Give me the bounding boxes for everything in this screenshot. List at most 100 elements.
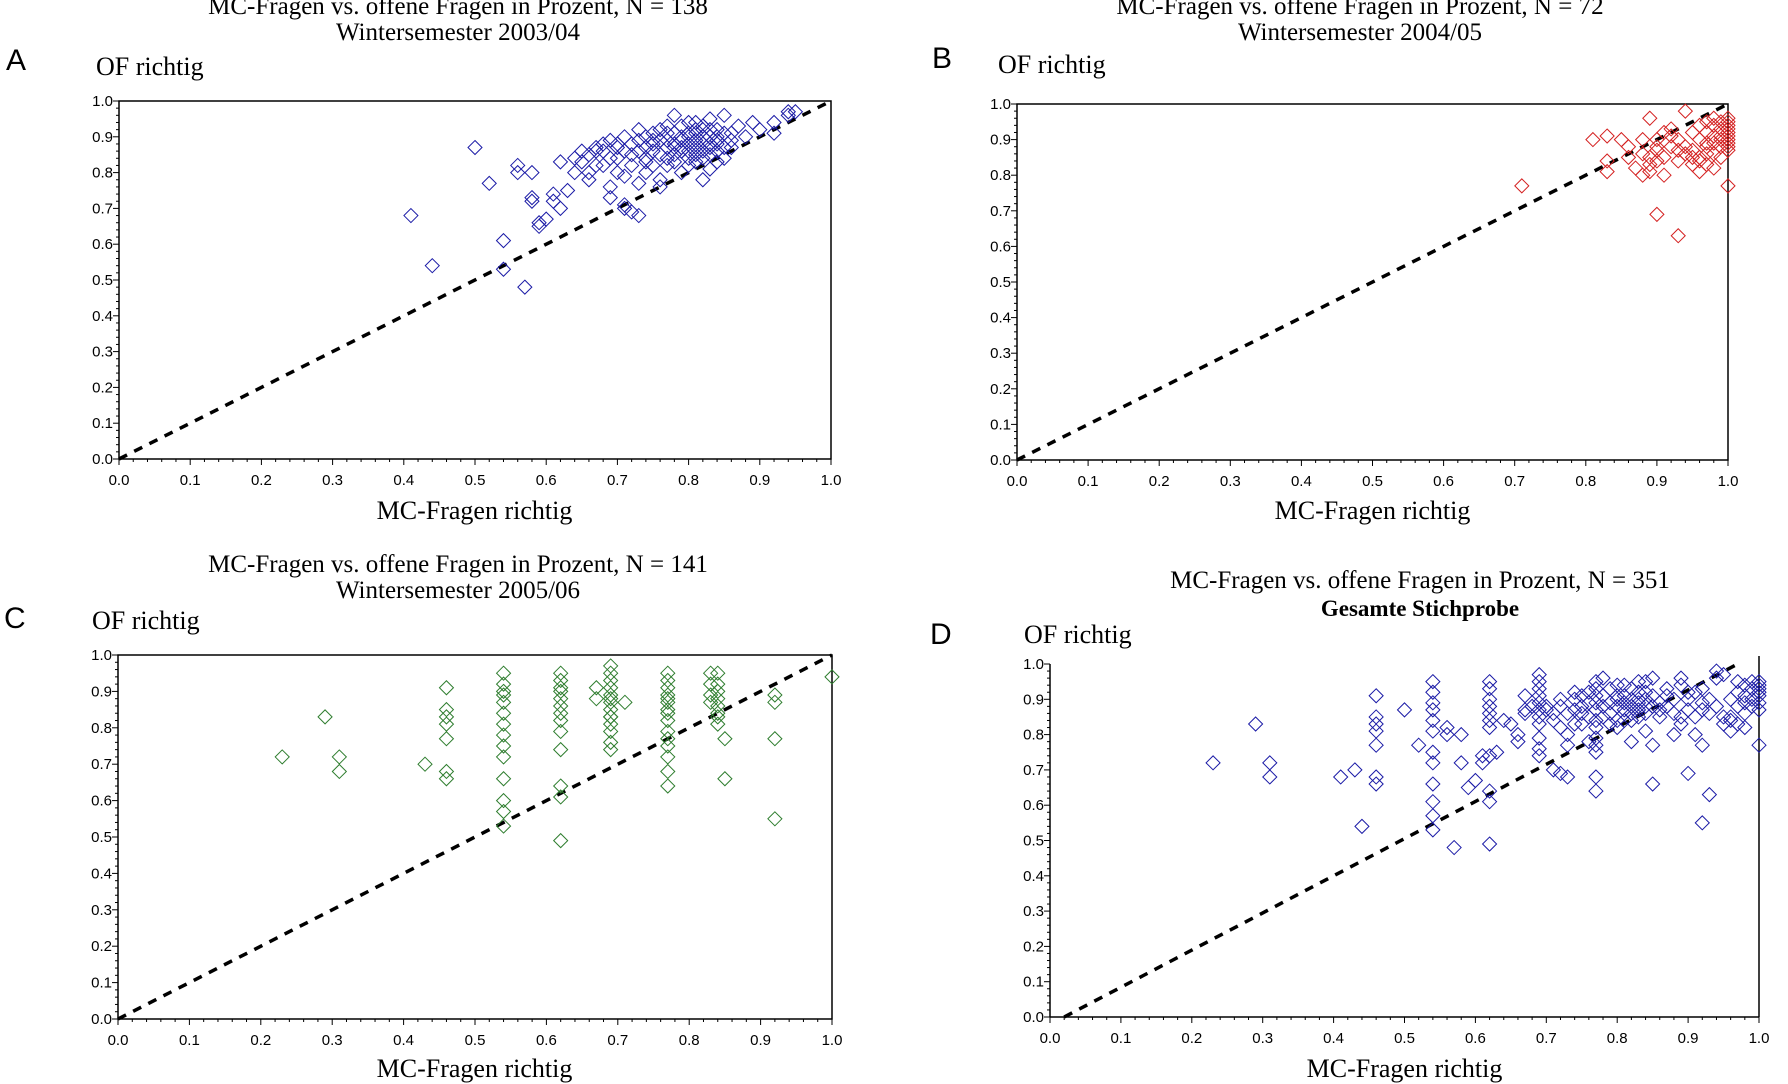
y-tick-label: 0.6 <box>1023 797 1044 814</box>
data-point <box>1737 719 1753 736</box>
data-point <box>1425 808 1441 824</box>
data-point <box>666 139 683 156</box>
data-point <box>609 136 626 152</box>
data-point <box>1531 741 1547 757</box>
y-tick-label: 0.6 <box>91 793 112 810</box>
data-point <box>495 818 512 834</box>
data-point <box>1425 702 1441 718</box>
data-point <box>1609 691 1625 708</box>
data-point <box>552 741 569 758</box>
data-point <box>1652 702 1668 718</box>
data-point <box>1691 117 1708 134</box>
x-tick-label: 0.4 <box>393 1032 414 1049</box>
data-point <box>552 705 569 721</box>
panel-c-title: MC-Fragen vs. offene Fragen in Prozent, … <box>208 551 708 578</box>
y-tick-label: 0.5 <box>91 829 112 846</box>
x-tick-label: 0.3 <box>1220 473 1241 490</box>
data-point <box>602 723 619 740</box>
data-point <box>417 756 433 772</box>
data-point <box>403 207 419 224</box>
data-point <box>688 154 704 170</box>
panel-b-letter: B <box>932 42 953 75</box>
data-point <box>638 154 654 170</box>
data-point <box>1262 755 1278 771</box>
y-tick-label: 1.0 <box>990 96 1011 113</box>
data-point <box>566 164 583 181</box>
data-point <box>1552 719 1569 736</box>
data-point <box>673 118 690 134</box>
x-tick-label: 1.0 <box>1718 473 1739 490</box>
data-point <box>1730 698 1746 715</box>
data-point <box>652 179 668 195</box>
data-point <box>1666 705 1682 722</box>
data-point <box>1247 716 1264 732</box>
x-tick-label: 0.4 <box>1323 1030 1344 1047</box>
data-point <box>1680 702 1696 718</box>
data-point <box>1595 670 1611 686</box>
data-point <box>495 803 512 820</box>
data-point <box>638 129 654 145</box>
x-tick-label: 0.9 <box>749 472 770 489</box>
panel-b-plot: 0.0 0.1 0.2 0.3 0.4 0.5 0.6 0.7 0.8 0.9 1.0 0.0 0.1 0… <box>990 96 1738 490</box>
data-point <box>495 665 512 681</box>
data-point <box>1510 733 1526 750</box>
y-tick-label: 0.1 <box>990 416 1011 433</box>
data-point <box>1677 139 1694 155</box>
data-point <box>1588 712 1604 729</box>
data-point <box>1663 128 1679 144</box>
data-point <box>1446 839 1462 856</box>
data-point <box>631 207 647 224</box>
data-point <box>1649 206 1665 223</box>
data-point <box>588 680 605 696</box>
panel-c-plot: 0.0 0.1 0.2 0.3 0.4 0.5 0.6 0.7 0.8 0.9 1.0 0.0 0.1 0… <box>91 647 842 1049</box>
x-tick-label: 0.6 <box>536 1032 557 1049</box>
data-point <box>659 150 675 166</box>
data-point <box>1698 114 1715 130</box>
data-point <box>716 150 732 166</box>
data-point <box>617 694 633 711</box>
data-point <box>552 200 569 217</box>
data-point <box>581 146 597 163</box>
data-point <box>660 738 676 754</box>
x-tick-label: 0.4 <box>1291 473 1312 490</box>
data-point <box>1574 688 1590 704</box>
data-point <box>602 132 618 149</box>
data-point <box>595 136 611 152</box>
x-tick-label: 0.5 <box>1362 473 1383 490</box>
data-point <box>1708 663 1725 679</box>
panel-c-ylabel: OF richtig <box>92 606 200 635</box>
data-point <box>1599 128 1615 144</box>
data-point <box>1730 684 1746 700</box>
data-point <box>510 157 526 174</box>
x-tick-label: 0.5 <box>465 472 486 489</box>
data-point <box>1368 737 1384 753</box>
data-point <box>1602 681 1618 697</box>
data-point <box>660 712 676 729</box>
data-point <box>1706 117 1722 134</box>
data-point <box>1585 131 1601 148</box>
data-point <box>1649 142 1665 158</box>
data-point <box>1715 709 1732 725</box>
data-point <box>602 709 619 725</box>
data-point <box>1599 153 1615 169</box>
data-point <box>1425 755 1441 771</box>
data-point <box>673 129 690 145</box>
y-tick-label: 0.6 <box>990 238 1011 255</box>
data-point <box>616 168 633 184</box>
data-point <box>1439 719 1455 736</box>
data-point <box>588 139 604 156</box>
data-point <box>688 114 704 131</box>
data-point <box>1701 786 1718 803</box>
data-point <box>666 154 683 170</box>
data-point <box>1552 691 1569 708</box>
data-point <box>1644 670 1661 686</box>
data-point <box>1698 135 1715 151</box>
data-point <box>1642 110 1658 126</box>
data-point <box>559 182 576 199</box>
data-point <box>652 132 668 149</box>
x-tick-label: 0.9 <box>750 1032 771 1049</box>
data-point <box>1656 167 1672 183</box>
data-point <box>1623 712 1640 729</box>
x-tick-label: 0.8 <box>1575 473 1596 490</box>
